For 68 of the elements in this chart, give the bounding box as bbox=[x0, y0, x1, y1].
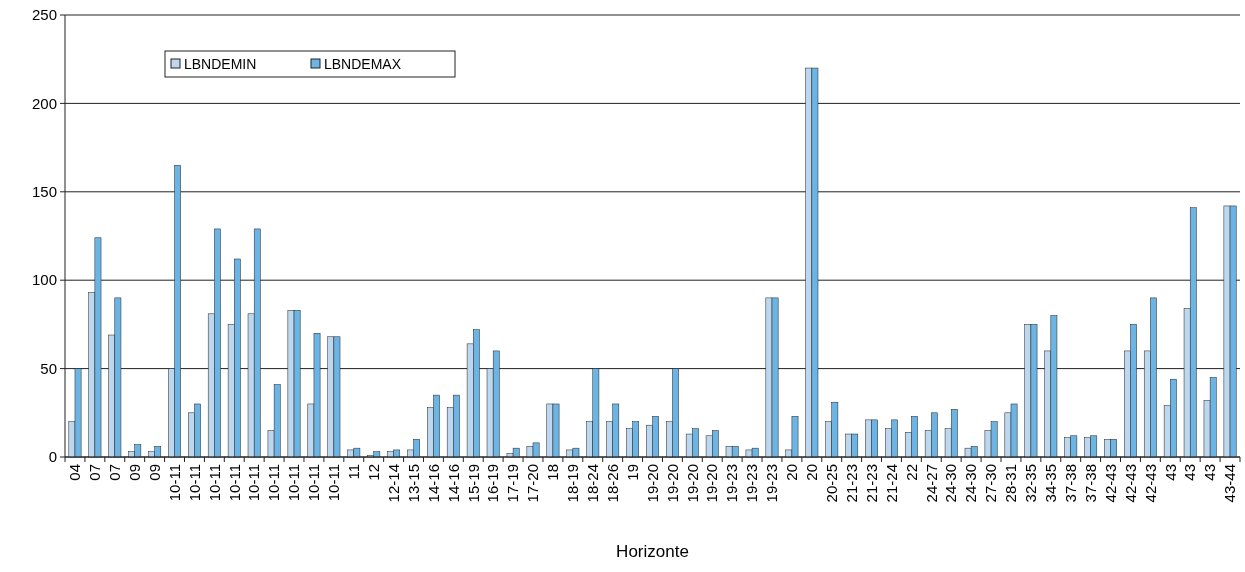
x-tick-label: 10-11 bbox=[185, 464, 203, 502]
x-tick-label: 10-11 bbox=[205, 464, 223, 502]
x-tick-label: 12 bbox=[364, 464, 382, 481]
x-tick-label: 37-38 bbox=[1061, 464, 1079, 503]
x-tick-label: 10-11 bbox=[305, 464, 323, 502]
x-tick-label: 19-20 bbox=[703, 464, 721, 503]
x-tick-label: 42-43 bbox=[1121, 464, 1139, 503]
legend-label: LBNDEMIN bbox=[184, 56, 257, 72]
x-tick-label: 24-30 bbox=[942, 464, 960, 503]
x-tick-label: 17-19 bbox=[504, 464, 522, 503]
x-tick-label: 13-15 bbox=[404, 464, 422, 503]
x-tick-label: 18-26 bbox=[603, 464, 621, 503]
x-tick-label: 18-19 bbox=[564, 464, 582, 503]
x-tick-label: 18-24 bbox=[584, 464, 601, 503]
y-tick-label: 100 bbox=[31, 271, 57, 289]
x-tick-label: 21-23 bbox=[862, 464, 880, 503]
x-tick-label: 42-43 bbox=[1101, 464, 1119, 503]
x-tick-label: 16-19 bbox=[484, 464, 502, 503]
x-tick-label: 43 bbox=[1201, 464, 1219, 481]
x-tick-label: 12-14 bbox=[384, 464, 402, 503]
x-tick-label: 21-24 bbox=[882, 464, 900, 503]
x-tick-label: 14-16 bbox=[444, 464, 462, 503]
x-axis-title: Horizonte bbox=[616, 542, 689, 561]
x-tick-label: 09 bbox=[145, 464, 163, 481]
x-tick-label: 20 bbox=[803, 464, 821, 481]
x-tick-label: 42-43 bbox=[1141, 464, 1159, 503]
x-tick-label: 19-23 bbox=[763, 464, 781, 503]
x-tick-label: 14-16 bbox=[424, 464, 442, 503]
x-tick-label: 15-19 bbox=[464, 464, 482, 503]
x-tick-label: 19-20 bbox=[643, 464, 661, 503]
x-tick-label: 37-38 bbox=[1081, 464, 1099, 503]
x-tick-label: 09 bbox=[125, 464, 143, 481]
x-tick-label: 32-35 bbox=[1022, 464, 1040, 503]
x-tick-label: 19-20 bbox=[663, 464, 681, 503]
x-tick-label: 07 bbox=[106, 464, 124, 481]
x-tick-label: 20 bbox=[783, 464, 801, 481]
x-tick-label: 21-23 bbox=[842, 464, 860, 503]
x-tick-label: 43-44 bbox=[1221, 464, 1239, 503]
x-tick-label: 34-35 bbox=[1042, 464, 1060, 503]
x-tick-label: 19-23 bbox=[723, 464, 741, 503]
x-tick-label: 10-11 bbox=[325, 464, 343, 502]
x-tick-label: 22 bbox=[902, 464, 920, 481]
x-tick-label: 10-11 bbox=[225, 464, 243, 502]
x-tick-label: 10-11 bbox=[165, 464, 183, 502]
x-tick-label: 17-20 bbox=[524, 464, 542, 503]
x-tick-label: 43 bbox=[1181, 464, 1199, 481]
y-tick-label: 150 bbox=[31, 183, 57, 201]
x-tick-label: 11 bbox=[345, 464, 363, 480]
x-tick-label: 28-31 bbox=[1002, 464, 1020, 503]
x-tick-label: 19 bbox=[623, 464, 641, 481]
y-tick-label: 50 bbox=[40, 359, 57, 377]
y-tick-label: 200 bbox=[31, 94, 57, 112]
y-tick-label: 0 bbox=[48, 448, 57, 466]
x-tick-label: 43 bbox=[1161, 464, 1179, 481]
x-tick-label: 10-11 bbox=[245, 464, 263, 502]
x-tick-label: 24-30 bbox=[962, 464, 980, 503]
x-tick-label: 10-11 bbox=[285, 464, 303, 502]
x-tick-label: 27-30 bbox=[982, 464, 1000, 503]
x-tick-label: 19-20 bbox=[683, 464, 701, 503]
x-tick-label: 07 bbox=[86, 464, 104, 481]
x-tick-label: 20-25 bbox=[822, 464, 840, 503]
x-tick-label: 10-11 bbox=[265, 464, 283, 502]
x-tick-label: 24-27 bbox=[922, 464, 940, 503]
legend-label: LBNDEMAX bbox=[324, 56, 402, 72]
x-tick-label: 18 bbox=[544, 464, 562, 481]
x-tick-label: 19-23 bbox=[743, 464, 761, 503]
x-tick-label: 04 bbox=[66, 464, 84, 481]
y-tick-label: 250 bbox=[31, 6, 57, 24]
